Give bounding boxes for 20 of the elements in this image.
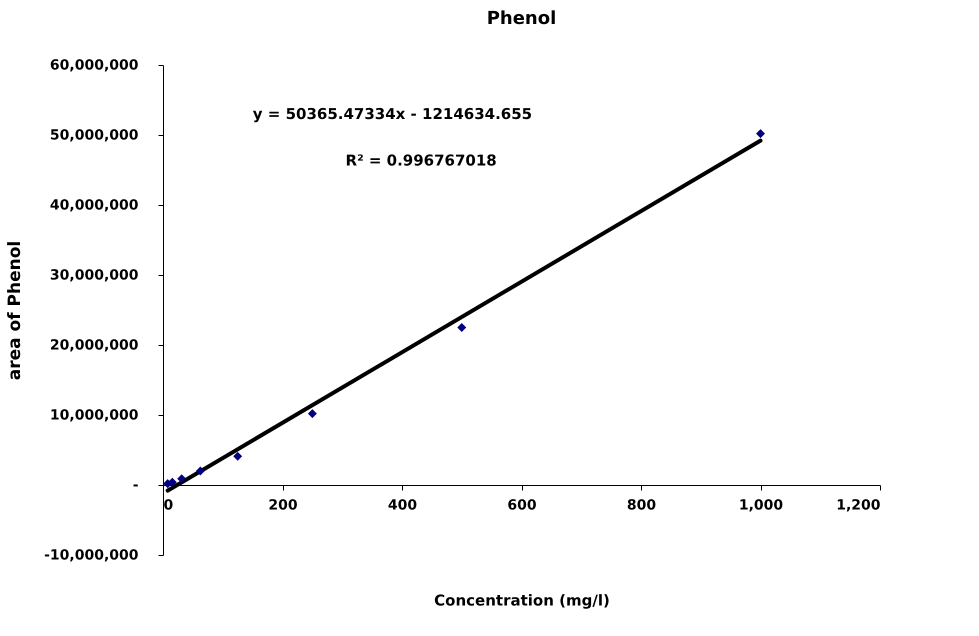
- x-tick-label: 1,200: [836, 498, 881, 514]
- y-tick-label: 40,000,000: [50, 198, 139, 214]
- x-tick-label: 200: [268, 498, 298, 514]
- chart-title: Phenol: [486, 8, 556, 29]
- y-tick-label: -: [132, 478, 139, 494]
- x-tick-label: 400: [388, 498, 418, 514]
- y-tick-label: 50,000,000: [50, 128, 139, 144]
- y-tick-label: 30,000,000: [50, 268, 139, 284]
- y-axis-title: area of Phenol: [5, 240, 26, 380]
- x-tick-label: 600: [507, 498, 537, 514]
- y-tick-label: 10,000,000: [50, 408, 139, 424]
- annotation: y = 50365.47334x - 1214634.655: [252, 105, 532, 123]
- y-tick-label: 60,000,000: [50, 58, 139, 74]
- x-tick-label: 0: [164, 498, 174, 514]
- x-tick-label: 1,000: [738, 498, 784, 514]
- x-tick-label: 800: [626, 498, 656, 514]
- annotation: R² = 0.996767018: [346, 152, 497, 170]
- y-tick-label: -10,000,000: [44, 548, 139, 564]
- x-axis-title: Concentration (mg/l): [434, 592, 610, 610]
- y-tick-label: 20,000,000: [50, 338, 139, 354]
